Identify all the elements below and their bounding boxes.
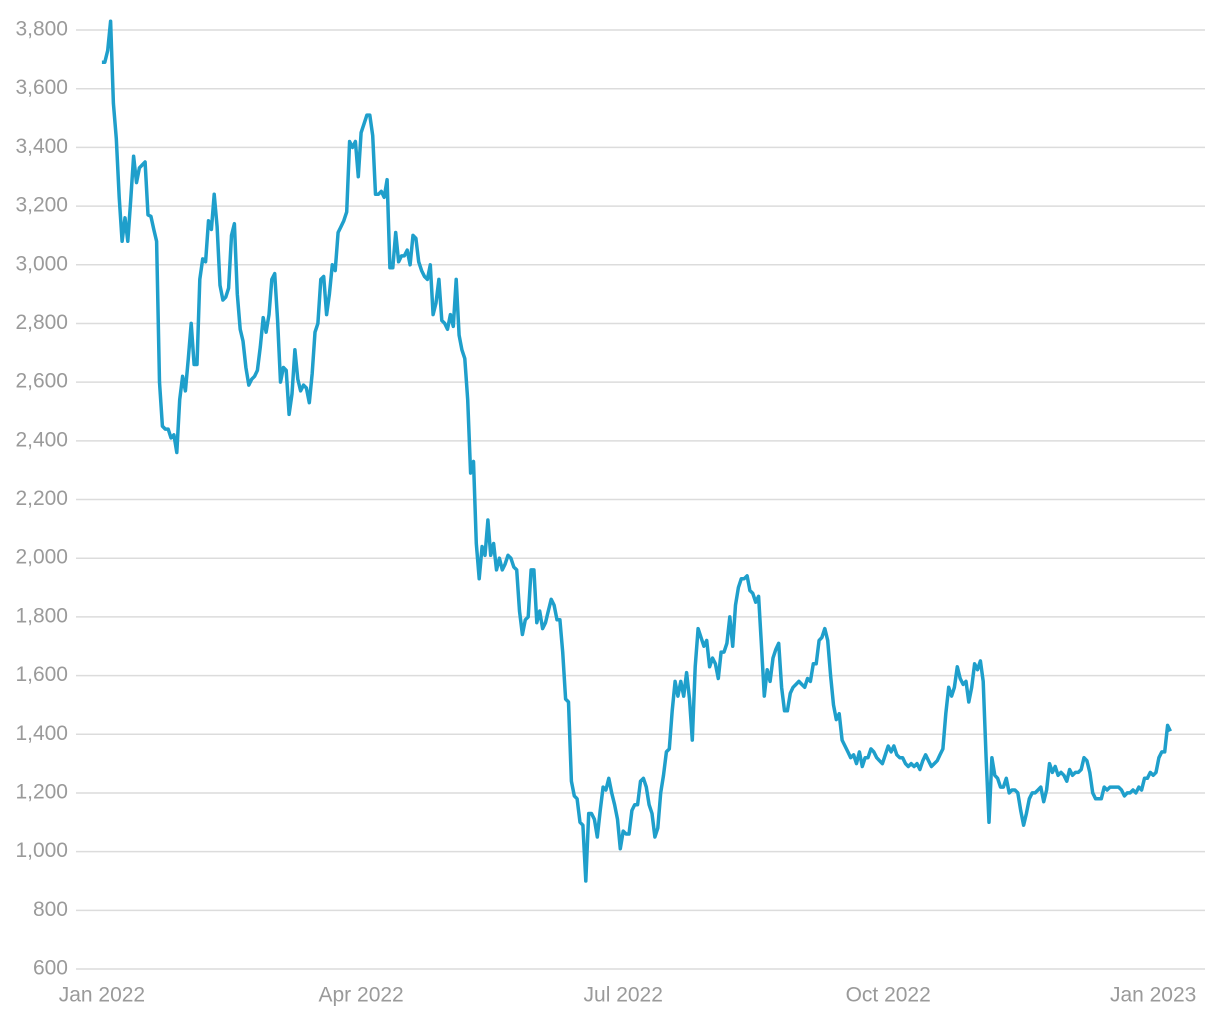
- x-tick-label: Oct 2022: [846, 984, 931, 1007]
- x-tick-label: Jan 2023: [1110, 984, 1196, 1007]
- y-tick-label: 600: [33, 957, 68, 980]
- y-tick-label: 2,400: [15, 428, 68, 451]
- y-tick-label: 800: [33, 898, 68, 921]
- y-tick-label: 3,000: [15, 252, 68, 275]
- x-tick-label: Apr 2022: [319, 984, 404, 1007]
- x-tick-label: Jan 2022: [59, 984, 145, 1007]
- y-tick-label: 2,600: [15, 370, 68, 393]
- y-tick-label: 2,000: [15, 546, 68, 569]
- y-tick-label: 1,800: [15, 604, 68, 627]
- y-tick-label: 3,600: [15, 76, 68, 99]
- y-tick-label: 2,200: [15, 487, 68, 510]
- y-tick-label: 1,400: [15, 722, 68, 745]
- y-tick-label: 3,400: [15, 135, 68, 158]
- y-tick-label: 1,000: [15, 839, 68, 862]
- y-tick-label: 3,200: [15, 194, 68, 217]
- y-tick-label: 2,800: [15, 311, 68, 334]
- x-tick-label: Jul 2022: [584, 984, 663, 1007]
- y-tick-label: 1,200: [15, 780, 68, 803]
- y-tick-label: 1,600: [15, 663, 68, 686]
- line-series: [101, 19, 1172, 883]
- y-tick-label: 3,800: [15, 18, 68, 41]
